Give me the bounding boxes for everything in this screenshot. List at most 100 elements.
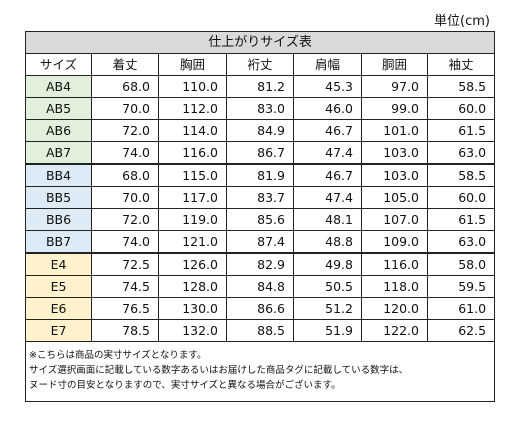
measurement-cell: 70.0 — [91, 97, 159, 120]
size-label-cell: BB4 — [25, 163, 92, 187]
size-label-cell: BB5 — [25, 186, 92, 209]
measurement-cell: 116.0 — [361, 252, 428, 276]
measurement-cell: 110.0 — [158, 75, 227, 98]
measurement-cell: 48.1 — [293, 208, 362, 231]
measurement-cell: 132.0 — [158, 319, 227, 342]
measurement-cell: 119.0 — [158, 208, 227, 231]
measurement-cell: 46.7 — [293, 119, 362, 142]
column-header-length: 着丈 — [91, 53, 159, 76]
measurement-cell: 60.0 — [426, 97, 496, 120]
measurement-cell: 68.0 — [91, 163, 159, 187]
measurement-cell: 107.0 — [361, 208, 428, 231]
table-row: E7 78.5 132.0 88.5 51.9 122.0 62.5 — [25, 319, 496, 342]
size-label-cell: E6 — [25, 297, 92, 320]
measurement-cell: 97.0 — [361, 75, 428, 98]
measurement-cell: 103.0 — [361, 141, 428, 165]
measurement-cell: 58.5 — [426, 163, 496, 187]
measurement-cell: 62.5 — [426, 319, 496, 342]
measurement-cell: 81.9 — [226, 163, 294, 187]
measurement-cell: 74.0 — [91, 230, 159, 254]
measurement-cell: 122.0 — [361, 319, 428, 342]
measurement-cell: 114.0 — [158, 119, 227, 142]
measurement-cell: 116.0 — [158, 141, 227, 165]
measurement-cell: 61.5 — [426, 119, 496, 142]
measurement-cell: 45.3 — [293, 75, 362, 98]
measurement-cell: 72.0 — [91, 208, 159, 231]
measurement-cell: 128.0 — [158, 275, 227, 298]
table-title: 仕上がりサイズ表 — [24, 31, 496, 54]
measurement-cell: 74.5 — [91, 275, 159, 298]
measurement-cell: 70.0 — [91, 186, 159, 209]
measurement-cell: 60.0 — [426, 186, 496, 209]
measurement-cell: 83.0 — [226, 97, 294, 120]
measurement-cell: 47.4 — [293, 141, 362, 165]
measurement-cell: 126.0 — [158, 252, 227, 276]
column-header-chest: 胸囲 — [158, 53, 227, 76]
measurement-cell: 99.0 — [361, 97, 428, 120]
measurement-cell: 88.5 — [226, 319, 294, 342]
measurement-cell: 130.0 — [158, 297, 227, 320]
measurement-cell: 58.5 — [426, 75, 496, 98]
measurement-cell: 86.7 — [226, 141, 294, 165]
measurement-cell: 47.4 — [293, 186, 362, 209]
table-row: AB7 74.0 116.0 86.7 47.4 103.0 63.0 — [25, 141, 496, 165]
table-row: BB6 72.0 119.0 85.6 48.1 107.0 61.5 — [25, 208, 496, 231]
measurement-cell: 46.7 — [293, 163, 362, 187]
column-header-waist: 胴囲 — [361, 53, 428, 76]
table-row: E4 72.5 126.0 82.9 49.8 116.0 58.0 — [25, 252, 496, 276]
measurement-cell: 87.4 — [226, 230, 294, 254]
measurement-cell: 68.0 — [91, 75, 159, 98]
size-label-cell: AB4 — [25, 75, 92, 98]
measurement-cell: 74.0 — [91, 141, 159, 165]
measurement-cell: 121.0 — [158, 230, 227, 254]
measurement-cell: 58.0 — [426, 252, 496, 276]
size-label-cell: BB6 — [25, 208, 92, 231]
column-header-size: サイズ — [25, 53, 92, 76]
size-label-cell: AB6 — [25, 119, 92, 142]
size-label-cell: E7 — [25, 319, 92, 342]
table-row: E6 76.5 130.0 86.6 51.2 120.0 61.0 — [25, 297, 496, 320]
measurement-cell: 84.8 — [226, 275, 294, 298]
measurement-cell: 118.0 — [361, 275, 428, 298]
measurement-cell: 61.0 — [426, 297, 496, 320]
measurement-cell: 86.6 — [226, 297, 294, 320]
table-row: E5 74.5 128.0 84.8 50.5 118.0 59.5 — [25, 275, 496, 298]
measurement-cell: 82.9 — [226, 252, 294, 276]
table-row: BB5 70.0 117.0 83.7 47.4 105.0 60.0 — [25, 186, 496, 209]
measurement-cell: 51.2 — [293, 297, 362, 320]
measurement-cell: 48.8 — [293, 230, 362, 254]
size-label-cell: E5 — [25, 275, 92, 298]
column-header-row: サイズ 着丈 胸囲 裄丈 肩幅 胴囲 袖丈 — [25, 53, 496, 76]
table-row: AB5 70.0 112.0 83.0 46.0 99.0 60.0 — [25, 97, 496, 120]
measurement-cell: 59.5 — [426, 275, 496, 298]
measurement-cell: 103.0 — [361, 163, 428, 187]
note-line: ヌード寸の目安となりますので、実寸サイズと異なる場合がございます。 — [29, 380, 341, 391]
unit-label: 単位(cm) — [434, 14, 490, 29]
notes-cell: ※こちらは商品の実寸サイズとなります。 サイズ選択画面に記載している数字あるいは… — [24, 341, 496, 402]
measurement-cell: 105.0 — [361, 186, 428, 209]
measurement-cell: 78.5 — [91, 319, 159, 342]
size-label-cell: AB7 — [25, 141, 92, 165]
column-header-sleeve-from-neck: 裄丈 — [226, 53, 294, 76]
column-header-sleeve: 袖丈 — [426, 53, 496, 76]
measurement-cell: 115.0 — [158, 163, 227, 187]
size-label-cell: E4 — [25, 252, 92, 276]
measurement-cell: 72.0 — [91, 119, 159, 142]
measurement-cell: 81.2 — [226, 75, 294, 98]
measurement-cell: 63.0 — [426, 230, 496, 254]
size-chart-table: 仕上がりサイズ表 サイズ 着丈 胸囲 裄丈 肩幅 胴囲 袖丈 AB4 68.0 11… — [24, 31, 496, 402]
measurement-cell: 85.6 — [226, 208, 294, 231]
table-row: BB4 68.0 115.0 81.9 46.7 103.0 58.5 — [25, 163, 496, 187]
table-row: AB4 68.0 110.0 81.2 45.3 97.0 58.5 — [25, 75, 496, 98]
measurement-cell: 101.0 — [361, 119, 428, 142]
measurement-cell: 117.0 — [158, 186, 227, 209]
note-line: ※こちらは商品の実寸サイズとなります。 — [29, 350, 207, 361]
measurement-cell: 50.5 — [293, 275, 362, 298]
size-label-cell: AB5 — [25, 97, 92, 120]
measurement-cell: 120.0 — [361, 297, 428, 320]
measurement-cell: 72.5 — [91, 252, 159, 276]
measurement-cell: 109.0 — [361, 230, 428, 254]
measurement-cell: 83.7 — [226, 186, 294, 209]
measurement-cell: 63.0 — [426, 141, 496, 165]
measurement-cell: 51.9 — [293, 319, 362, 342]
